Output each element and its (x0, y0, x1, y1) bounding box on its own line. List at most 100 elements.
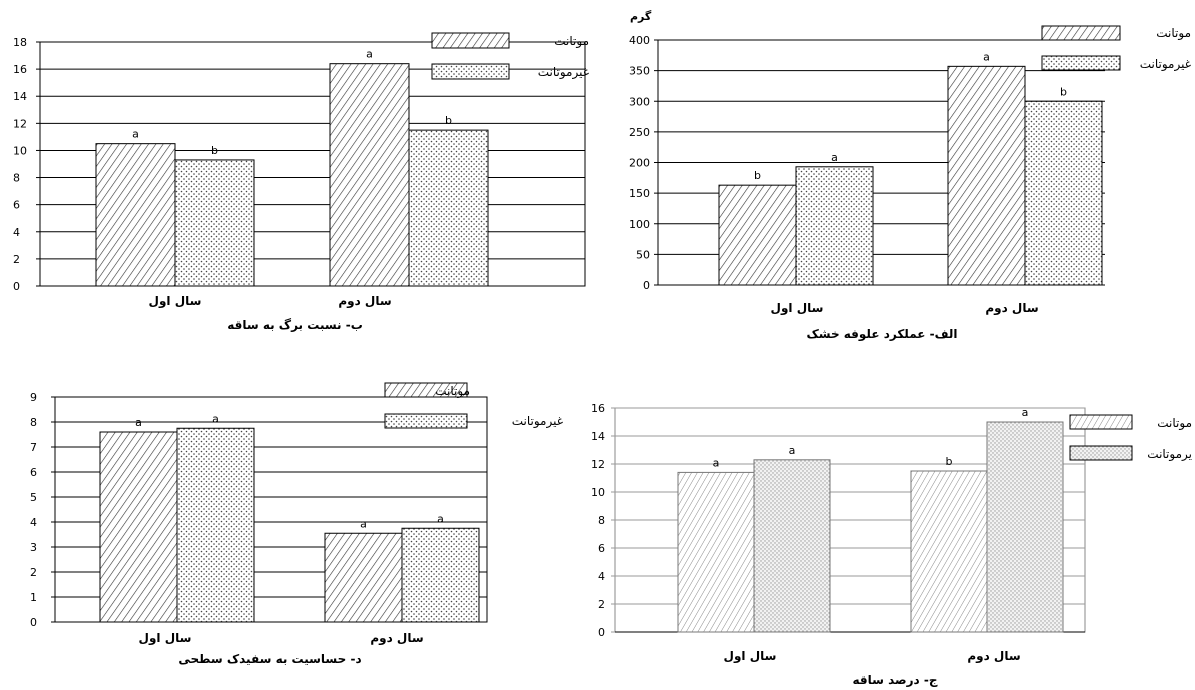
y-tick-label: 5 (30, 491, 37, 504)
y-tick-label: 2 (13, 253, 20, 266)
bar (99, 431, 178, 623)
legend-swatch (431, 32, 510, 49)
bar-label: a (713, 456, 720, 469)
chart-2: 0 50 100 150 200 250 300 350 400 b a سال اول a b سال د… (629, 10, 1191, 342)
bar-label: a (983, 50, 990, 63)
chart-3: 0 1 2 3 4 5 6 7 8 9 a a سال اول a a سال دوم موتانت غیرموت… (30, 382, 563, 666)
bar-label: b (946, 455, 953, 468)
bar (95, 143, 176, 287)
y-tick-label: 12 (591, 458, 605, 471)
category-label: سال اول (139, 631, 192, 646)
bar (408, 129, 489, 287)
y-tick-label: 6 (30, 466, 37, 479)
bar-label: a (437, 512, 444, 525)
chart-caption: د- حساسیت به سفیدک سطحی (178, 652, 361, 666)
category-label: سال دوم (985, 301, 1038, 316)
chart-caption: ب- نسبت برگ به ساقه (227, 317, 363, 332)
y-tick-label: 4 (30, 516, 37, 529)
bar (910, 470, 988, 633)
y-tick-label: 50 (636, 248, 650, 261)
y-axis-unit: گرم (630, 10, 652, 23)
bar-label: b (211, 144, 218, 157)
bar (324, 532, 403, 623)
y-tick-label: 1 (30, 591, 37, 604)
legend-swatch (431, 63, 510, 80)
bar (1024, 100, 1103, 286)
y-tick-label: 300 (629, 95, 650, 108)
y-tick-label: 200 (629, 157, 650, 170)
bar (947, 65, 1026, 286)
legend-swatch (1041, 25, 1121, 41)
y-tick-label: 10 (591, 486, 605, 499)
legend-swatch (1069, 414, 1133, 430)
bar-label: a (132, 128, 139, 141)
y-tick-label: 0 (598, 626, 605, 639)
y-tick-label: 150 (629, 187, 650, 200)
y-tick-label: 2 (30, 566, 37, 579)
legend-label: موتانت (1156, 26, 1191, 41)
y-tick-label: 0 (30, 616, 37, 629)
y-tick-label: 6 (13, 199, 20, 212)
y-tick-label: 350 (629, 65, 650, 78)
bar-label: a (1022, 406, 1029, 419)
y-tick-label: 14 (13, 90, 27, 103)
bar-label: a (789, 444, 796, 457)
chart-4: 0 2 4 6 8 10 12 14 16 a a سال اول b a سال دوم موتانت یرم… (591, 402, 1192, 687)
category-label: سال دوم (967, 649, 1020, 664)
y-tick-label: 4 (598, 570, 605, 583)
y-tick-label: 9 (30, 391, 37, 404)
y-tick-label: 0 (13, 280, 20, 293)
bar-label: a (212, 412, 219, 425)
legend-label: غیرموتانت (1140, 57, 1191, 72)
legend-swatch (1069, 445, 1133, 461)
y-tick-label: 8 (30, 416, 37, 429)
y-tick-label: 8 (598, 514, 605, 527)
y-tick-label: 8 (13, 172, 20, 185)
legend-label: موتانت (435, 384, 470, 399)
y-tick-label: 4 (13, 226, 20, 239)
bar (176, 427, 255, 623)
y-tick-label: 6 (598, 542, 605, 555)
y-tick-label: 2 (598, 598, 605, 611)
chart-caption: ج- درصد ساقه (852, 673, 937, 687)
bar (401, 527, 480, 623)
y-tick-label: 7 (30, 441, 37, 454)
y-tick-label: 16 (591, 402, 605, 415)
y-tick-label: 0 (643, 279, 650, 292)
y-tick-label: 100 (629, 218, 650, 231)
legend-label: یرموتانت (1147, 447, 1192, 462)
bar (795, 166, 874, 286)
chart-caption: الف- عملکرد علوفه خشک (806, 327, 957, 342)
bar-label: a (135, 416, 142, 429)
bar (753, 459, 831, 633)
legend-swatch (384, 382, 468, 398)
category-label: سال دوم (338, 294, 391, 309)
y-tick-label: 14 (591, 430, 605, 443)
bar-label: a (366, 48, 373, 61)
y-tick-label: 3 (30, 541, 37, 554)
y-tick-label: 400 (629, 34, 650, 47)
legend-label: موتانت (554, 34, 589, 49)
bar-label: a (831, 151, 838, 164)
bar-label: a (360, 517, 367, 530)
y-tick-label: 12 (13, 117, 27, 130)
bar (329, 63, 410, 287)
legend-label: غیرموتانت (512, 414, 563, 429)
y-tick-label: 250 (629, 126, 650, 139)
legend-swatch (384, 413, 468, 429)
y-tick-label: 10 (13, 144, 27, 157)
bar (677, 471, 755, 633)
category-label: سال اول (771, 301, 824, 316)
bar (986, 421, 1064, 633)
y-tick-label: 18 (13, 36, 27, 49)
category-label: سال اول (724, 649, 777, 664)
category-label: سال دوم (370, 631, 423, 646)
y-tick-label: 16 (13, 63, 27, 76)
bar (718, 184, 797, 286)
legend-label: موتانت (1157, 416, 1192, 431)
bar-label: b (754, 169, 761, 182)
legend-swatch (1041, 55, 1121, 71)
chart-1: 0 2 4 6 8 10 12 14 16 18 a b سال اول a b سال دوم موتانت غ… (13, 32, 589, 332)
